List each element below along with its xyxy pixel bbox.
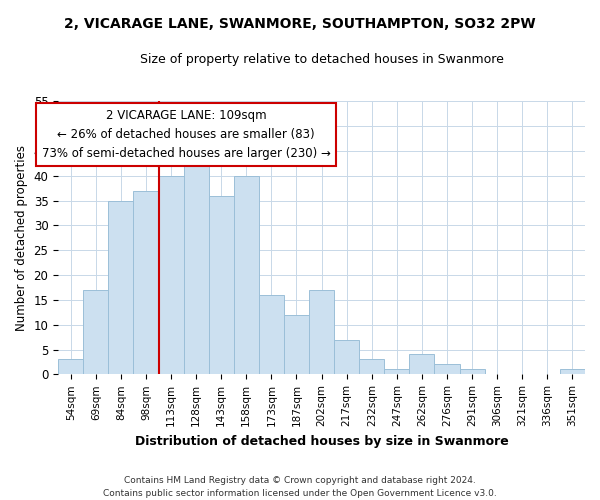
Title: Size of property relative to detached houses in Swanmore: Size of property relative to detached ho… <box>140 52 503 66</box>
Bar <box>434 364 460 374</box>
Bar <box>384 370 409 374</box>
Bar <box>158 176 184 374</box>
Bar <box>234 176 259 374</box>
Bar <box>184 161 209 374</box>
Bar <box>259 295 284 374</box>
Bar <box>460 370 485 374</box>
Text: Contains HM Land Registry data © Crown copyright and database right 2024.
Contai: Contains HM Land Registry data © Crown c… <box>103 476 497 498</box>
Bar <box>83 290 109 374</box>
Bar <box>309 290 334 374</box>
Bar <box>284 315 309 374</box>
Y-axis label: Number of detached properties: Number of detached properties <box>15 145 28 331</box>
Bar <box>58 360 83 374</box>
Bar <box>359 360 384 374</box>
Bar <box>409 354 434 374</box>
Bar <box>133 190 158 374</box>
Bar <box>109 200 133 374</box>
X-axis label: Distribution of detached houses by size in Swanmore: Distribution of detached houses by size … <box>135 434 508 448</box>
Bar <box>209 196 234 374</box>
Bar <box>334 340 359 374</box>
Text: 2, VICARAGE LANE, SWANMORE, SOUTHAMPTON, SO32 2PW: 2, VICARAGE LANE, SWANMORE, SOUTHAMPTON,… <box>64 18 536 32</box>
Bar <box>560 370 585 374</box>
Text: 2 VICARAGE LANE: 109sqm
← 26% of detached houses are smaller (83)
73% of semi-de: 2 VICARAGE LANE: 109sqm ← 26% of detache… <box>41 109 331 160</box>
